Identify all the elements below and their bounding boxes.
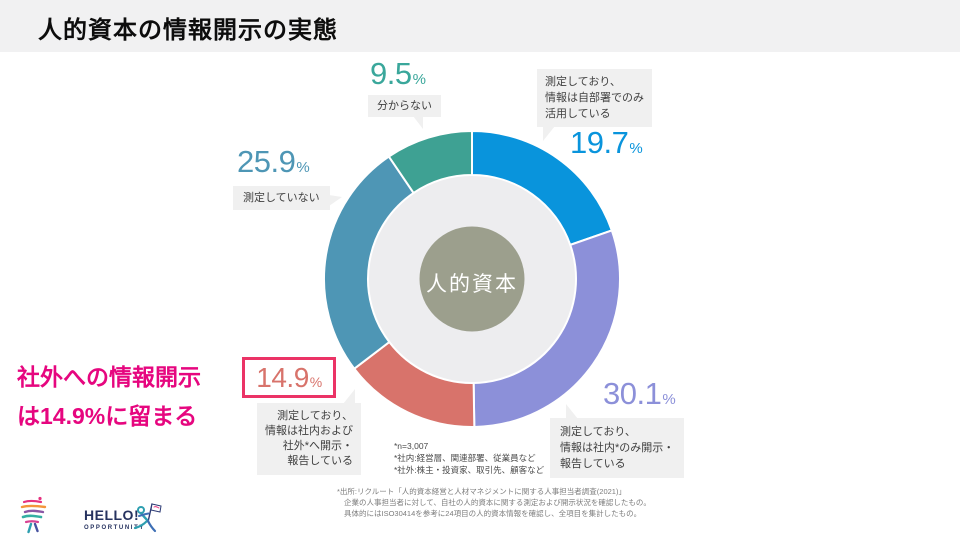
pct-number: 30.1 xyxy=(603,376,662,411)
pct-unit: % xyxy=(629,140,643,157)
callout-unknown-label: 分からない xyxy=(368,95,441,129)
pct-unit: % xyxy=(296,159,310,176)
callout-dept-label: 測定しており、 情報は自部署でのみ 活用している xyxy=(537,69,652,141)
donut-chart: 人的資本 xyxy=(322,129,622,429)
bubble-line: 測定しており、 xyxy=(545,76,621,88)
bubble-line: 活用している xyxy=(545,108,611,120)
source-line: 企業の人事担当者に対して、自社の人的資本に関する測定および開示状況を確認したもの… xyxy=(344,498,651,507)
footnote-internal: *社内:経営層、関連部署、従業員など xyxy=(394,453,536,463)
callout-internal-label: 測定しており、 情報は社内*のみ開示・ 報告している xyxy=(550,404,685,478)
page-title: 人的資本の情報開示の実態 xyxy=(38,17,338,44)
callout-dept-value: 19.7% xyxy=(570,125,643,161)
bubble-line: 社外*へ開示・ xyxy=(282,440,353,452)
callout-not-measured-label: 測定していない xyxy=(233,186,342,210)
bubble-line: 分からない xyxy=(377,100,432,112)
callout-unknown-value: 9.5% xyxy=(356,56,440,92)
logo-title: HELLO! xyxy=(84,507,140,523)
logo-subtitle: OPPORTUNITY xyxy=(84,525,145,531)
callout-external-value-box: 14.9% xyxy=(242,357,336,398)
logo-runner-icon xyxy=(133,503,162,533)
donut-segment xyxy=(387,129,473,195)
logo-scribble-figure-icon xyxy=(20,496,47,534)
bubble-pointer xyxy=(343,389,355,404)
callout-external-value: 14.9% xyxy=(256,361,322,394)
footnote-n: *n=3,007 xyxy=(394,441,429,451)
source-line: 具体的にはISO30414を参考に24項目の人的資本情報を確認し、全項目を集計し… xyxy=(344,509,642,518)
callout-external-label: 測定しており、 情報は社内および 社外*へ開示・ 報告している xyxy=(257,389,361,475)
source-note: *出所:リクルート「人的資本経営と人材マネジメントに関する人事担当者調査(202… xyxy=(337,486,651,519)
bubble-line: 報告している xyxy=(560,458,626,470)
pct-unit: % xyxy=(662,391,676,408)
callout-not-measured-value: 25.9% xyxy=(237,144,310,180)
bubble-line: 情報は社内*のみ開示・ xyxy=(560,442,675,454)
chart-center-label: 人的資本 xyxy=(426,273,518,296)
bubble-line: 情報は社内および xyxy=(265,425,353,437)
bubble-pointer xyxy=(328,195,342,206)
bubble-line: 測定しており、 xyxy=(560,426,636,438)
pct-number: 25.9 xyxy=(237,144,296,179)
bubble-line: 測定しており、 xyxy=(277,410,353,422)
donut-svg xyxy=(323,129,621,428)
bubble-pointer xyxy=(566,404,578,419)
pct-number: 9.5 xyxy=(370,56,412,91)
donut-center-circle xyxy=(419,226,525,332)
title-bar: 人的資本の情報開示の実態 xyxy=(0,0,960,52)
callout-internal-value: 30.1% xyxy=(603,376,676,412)
key-message-line: は14.9%に留まる xyxy=(17,403,198,429)
bubble-line: 測定していない xyxy=(243,192,320,204)
bubble-pointer xyxy=(413,116,423,129)
bubble-pointer xyxy=(543,126,555,141)
bubble-line: 報告している xyxy=(287,455,353,467)
pct-unit: % xyxy=(309,373,322,390)
pct-unit: % xyxy=(412,71,426,88)
key-message-line: 社外への情報開示 xyxy=(17,364,201,390)
footnotes: *n=3,007 *社内:経営層、関連部署、従業員など *社外:株主・投資家、取… xyxy=(394,440,544,476)
source-line: *出所:リクルート「人的資本経営と人材マネジメントに関する人事担当者調査(202… xyxy=(337,487,626,496)
pct-number: 14.9 xyxy=(256,361,309,393)
logo: HELLO! OPPORTUNITY xyxy=(84,507,145,531)
pct-number: 19.7 xyxy=(570,125,629,160)
footnote-external: *社外:株主・投資家、取引先、顧客など xyxy=(394,465,545,475)
bubble-line: 情報は自部署でのみ xyxy=(545,92,644,104)
key-message: 社外への情報開示 は14.9%に留まる xyxy=(17,358,201,436)
